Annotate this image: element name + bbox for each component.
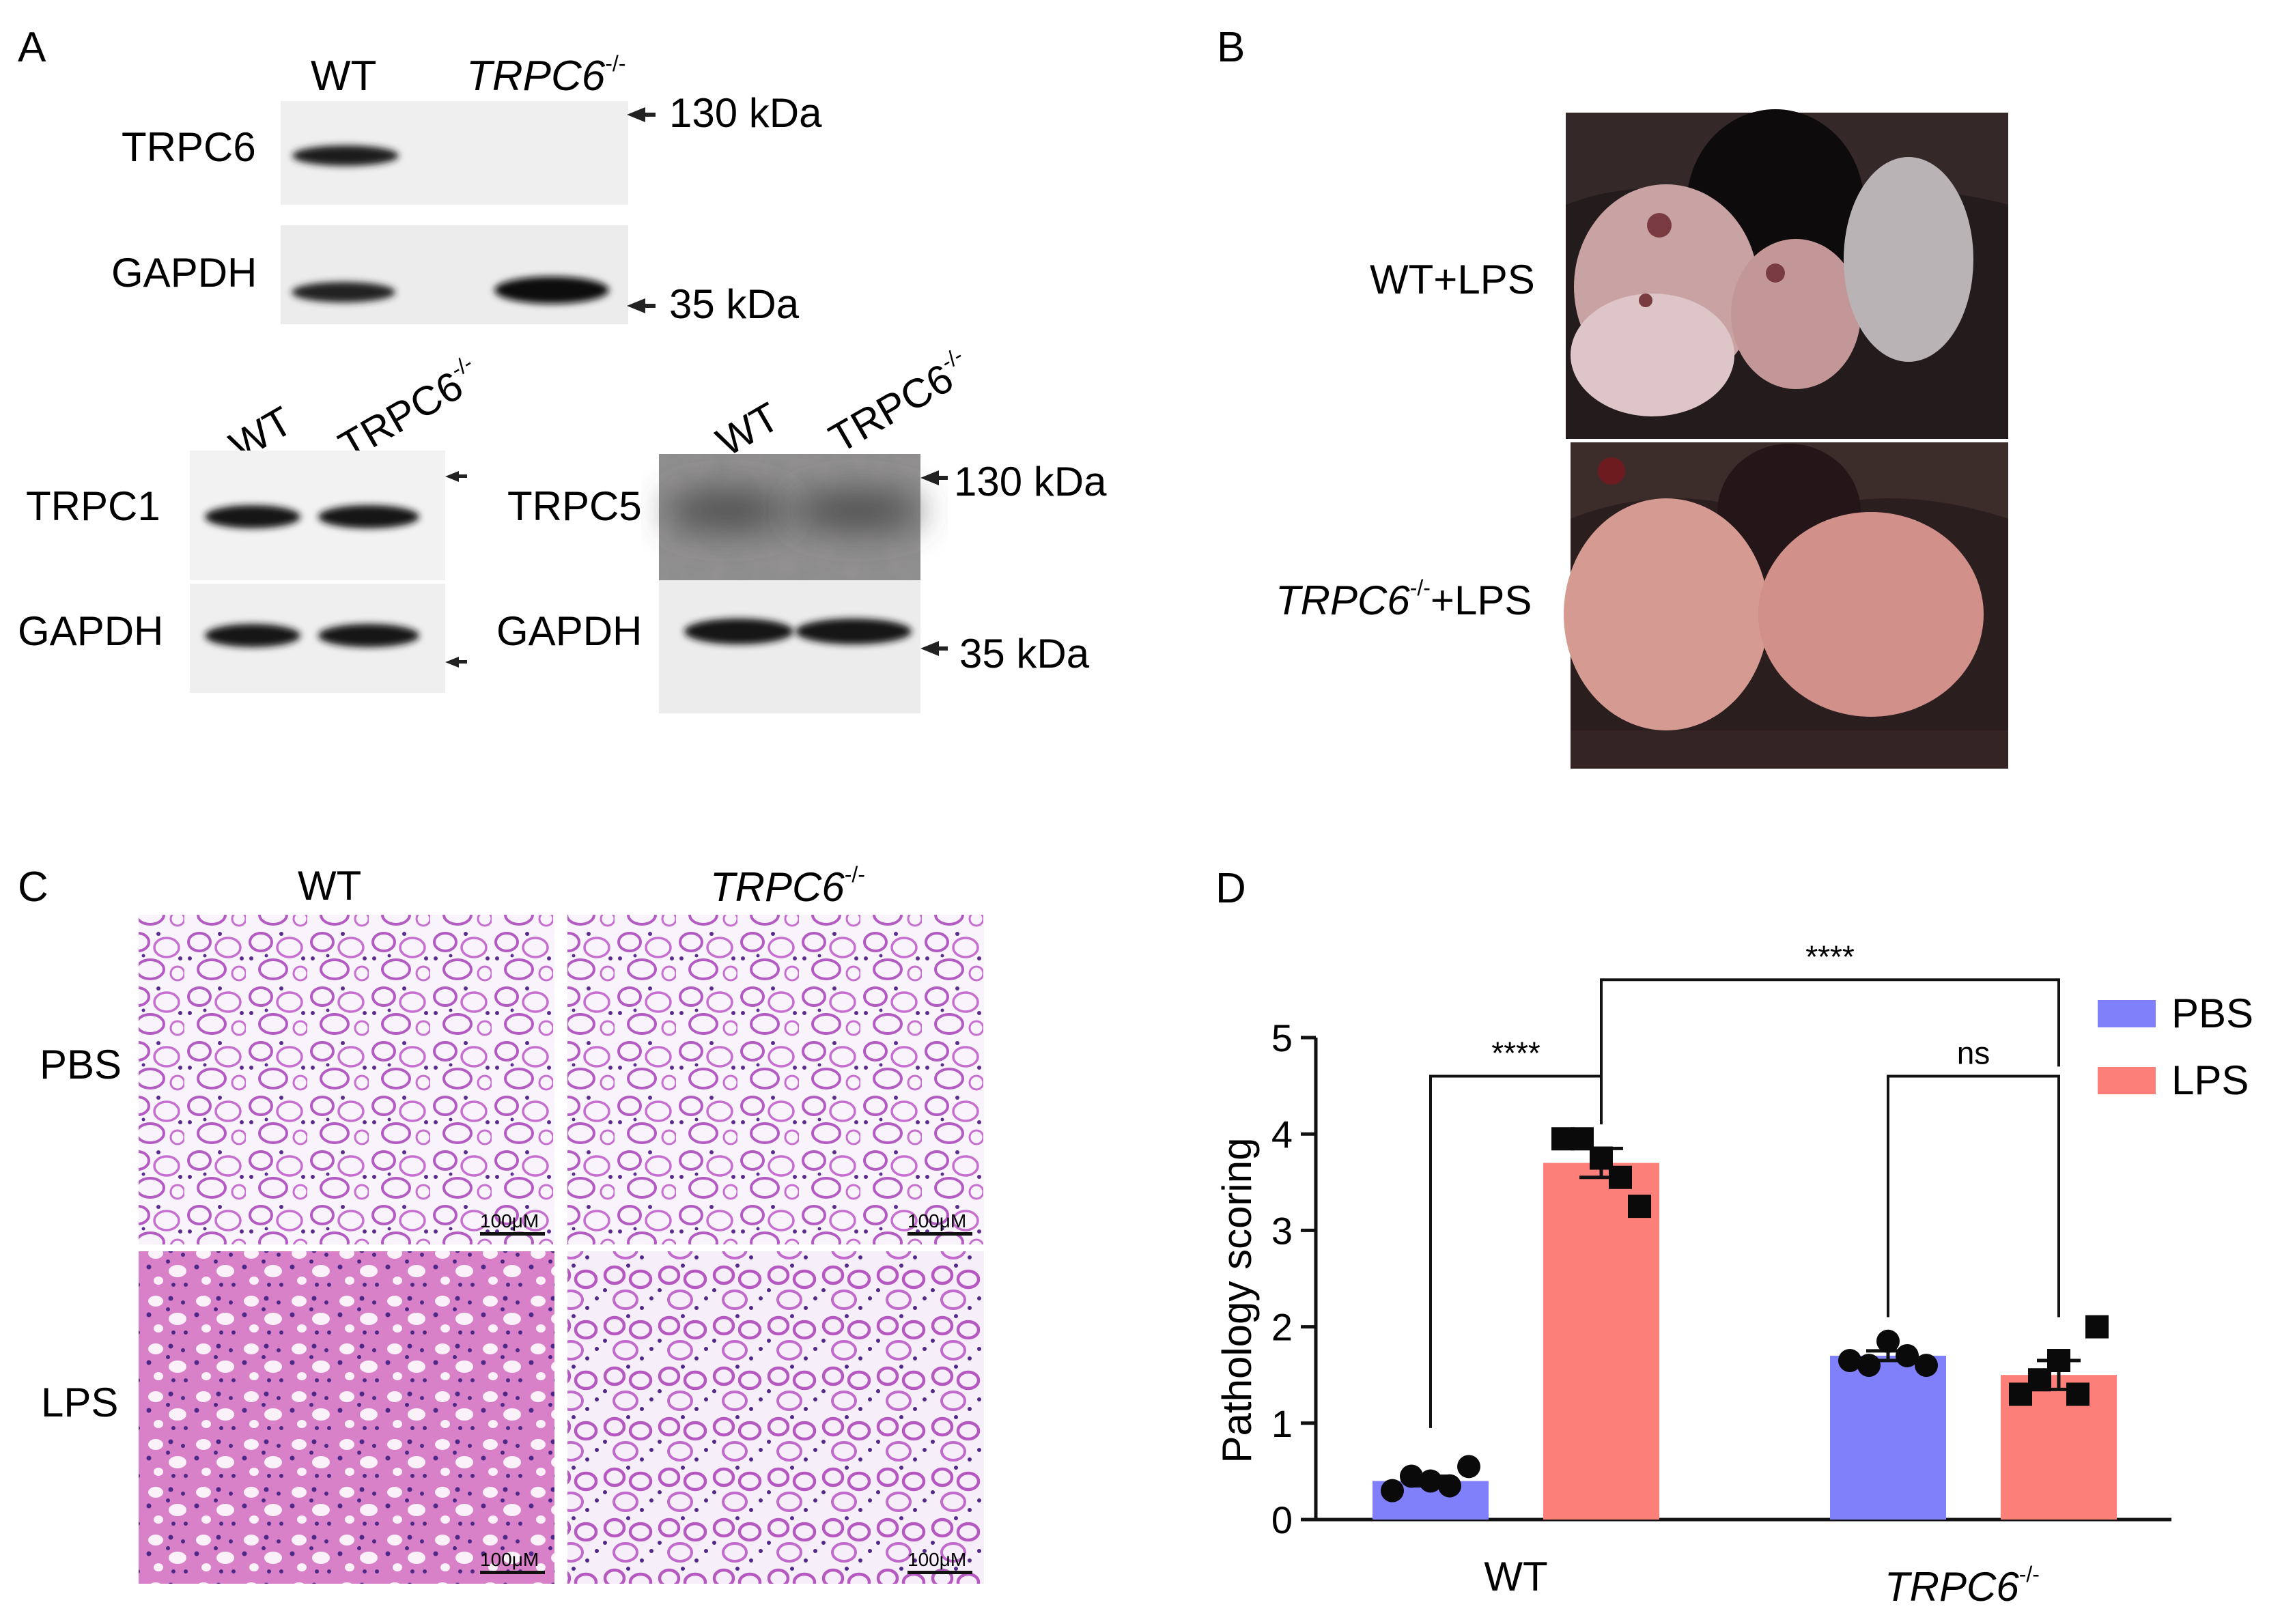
panel-a-letter: A bbox=[18, 24, 46, 71]
data-point bbox=[1400, 1464, 1423, 1488]
data-point bbox=[1457, 1455, 1480, 1479]
left-blot-gapdh-band-wt bbox=[205, 624, 300, 647]
photo-wt-lps bbox=[1566, 109, 2008, 439]
y-tick-label: 0 bbox=[1271, 1498, 1293, 1541]
panel-c-col-ko: TRPC6-/- bbox=[710, 862, 865, 910]
left-blot-trpc1-band-wt bbox=[205, 505, 300, 528]
y-axis-label: Pathology scoring bbox=[1214, 1138, 1260, 1464]
arrow-icon-shaft bbox=[458, 474, 467, 478]
right-blot-row-gapdh: GAPDH bbox=[496, 608, 642, 654]
top-blot-gapdh-band-ko bbox=[494, 276, 609, 304]
panel-d-letter: D bbox=[1215, 865, 1246, 912]
left-blot-row-trpc1: TRPC1 bbox=[26, 483, 160, 529]
left-blot-gapdh-band-ko bbox=[318, 624, 419, 647]
data-point bbox=[1609, 1165, 1632, 1189]
svg-text:100μM: 100μM bbox=[907, 1549, 966, 1570]
panel-c-letter: C bbox=[18, 864, 48, 911]
top-blot-marker-130: 130 kDa bbox=[669, 90, 822, 136]
panel-c-row-pbs: PBS bbox=[40, 1042, 122, 1087]
histology-ko-pbs bbox=[567, 915, 984, 1244]
legend-label-pbs: PBS bbox=[2171, 991, 2253, 1036]
arrow-icon bbox=[445, 657, 459, 668]
y-tick-label: 4 bbox=[1271, 1113, 1293, 1156]
y-tick-label: 3 bbox=[1271, 1209, 1293, 1252]
svg-text:100μM: 100μM bbox=[907, 1210, 966, 1231]
right-blot-trpc5-band-ko bbox=[792, 490, 922, 531]
panel-b-label-ko-lps: TRPC6-/-+LPS bbox=[1276, 575, 1532, 623]
data-point bbox=[2047, 1349, 2070, 1373]
right-blot-trpc5-band-wt bbox=[666, 490, 789, 531]
scale-bar: 100μM bbox=[480, 1210, 545, 1236]
data-point bbox=[2085, 1315, 2109, 1339]
top-blot-lane-wt: WT bbox=[311, 53, 376, 100]
arrow-icon-shaft bbox=[643, 304, 656, 308]
x-tick-label-ko: TRPC6-/- bbox=[1885, 1562, 2040, 1610]
right-blot-row-trpc5: TRPC5 bbox=[507, 483, 642, 529]
arrow-icon bbox=[920, 470, 939, 485]
svg-text:100μM: 100μM bbox=[480, 1210, 539, 1231]
data-point bbox=[1896, 1343, 1919, 1367]
significance-bracket-lps bbox=[1600, 978, 2060, 1115]
arrow-icon-shaft bbox=[937, 646, 948, 651]
right-blot-gapdh-membrane bbox=[659, 580, 920, 713]
legend-label-lps: LPS bbox=[2171, 1057, 2249, 1103]
right-blot-gapdh-band-wt bbox=[684, 618, 793, 644]
arrow-icon bbox=[920, 641, 939, 656]
pathology-bar-chart: 0 1 2 3 4 5 WT TRPC6-/- **** ns **** PBS LPS bbox=[1271, 939, 2253, 1610]
histology-wt-pbs bbox=[139, 915, 554, 1244]
data-point bbox=[1915, 1354, 1938, 1378]
left-blot-row-gapdh: GAPDH bbox=[18, 608, 163, 654]
arrow-icon bbox=[627, 298, 645, 313]
histology-wt-lps bbox=[139, 1251, 554, 1584]
significance-bracket-wt-label: **** bbox=[1491, 1035, 1540, 1070]
data-point bbox=[1628, 1195, 1651, 1219]
top-blot-lane-ko: TRPC6-/- bbox=[466, 51, 625, 100]
right-blot-marker-35: 35 kDa bbox=[959, 631, 1090, 676]
arrow-icon-shaft bbox=[937, 476, 948, 480]
significance-bracket-ko-label: ns bbox=[1957, 1035, 1990, 1070]
data-point bbox=[1838, 1349, 1861, 1373]
histology-ko-lps bbox=[567, 1251, 984, 1584]
panel-b-letter: B bbox=[1217, 24, 1245, 71]
right-blot-marker-130: 130 kDa bbox=[954, 459, 1107, 504]
legend-swatch-lps bbox=[2098, 1067, 2156, 1094]
scale-bar: 100μM bbox=[907, 1210, 972, 1236]
data-point bbox=[1438, 1474, 1461, 1498]
significance-bracket-lps-label: **** bbox=[1805, 939, 1855, 974]
panel-b-label-wt-lps: WT+LPS bbox=[1370, 257, 1535, 302]
arrow-icon bbox=[627, 107, 645, 122]
top-blot-row-trpc6: TRPC6 bbox=[122, 124, 256, 170]
svg-text:100μM: 100μM bbox=[480, 1549, 539, 1570]
top-blot-gapdh-band-wt bbox=[292, 282, 395, 302]
right-blot-lane-ko: TRPC6-/- bbox=[821, 343, 979, 461]
top-blot-row-gapdh: GAPDH bbox=[111, 250, 257, 296]
legend-swatch-pbs bbox=[2098, 1000, 2156, 1027]
top-blot-gapdh-membrane bbox=[281, 225, 628, 324]
top-blot-trpc6-band bbox=[292, 145, 399, 166]
panel-c-col-wt: WT bbox=[298, 863, 361, 909]
left-blot-trpc1-band-ko bbox=[318, 505, 419, 528]
top-blot-marker-35: 35 kDa bbox=[669, 281, 800, 327]
arrow-icon-shaft bbox=[643, 113, 656, 117]
scale-bar: 100μM bbox=[907, 1549, 972, 1574]
bar-lps bbox=[1543, 1163, 1659, 1520]
scale-bar: 100μM bbox=[480, 1549, 545, 1574]
data-point bbox=[1381, 1479, 1404, 1502]
arrow-icon bbox=[445, 471, 459, 482]
x-tick-label-wt: WT bbox=[1484, 1554, 1547, 1599]
bar-pbs bbox=[1830, 1355, 1946, 1520]
data-point bbox=[1419, 1469, 1442, 1493]
y-tick-label: 2 bbox=[1271, 1306, 1293, 1349]
significance-bracket-ko bbox=[1887, 1074, 2060, 1317]
panel-c-row-lps: LPS bbox=[41, 1380, 118, 1425]
y-tick-label: 1 bbox=[1271, 1402, 1293, 1445]
data-point bbox=[2066, 1382, 2089, 1406]
arrow-icon-shaft bbox=[458, 660, 467, 664]
photo-ko-lps bbox=[1564, 442, 2008, 769]
right-blot-gapdh-band-ko bbox=[796, 618, 912, 644]
data-point bbox=[1857, 1354, 1881, 1378]
data-point bbox=[1876, 1329, 1900, 1353]
y-tick-label: 5 bbox=[1271, 1016, 1293, 1059]
